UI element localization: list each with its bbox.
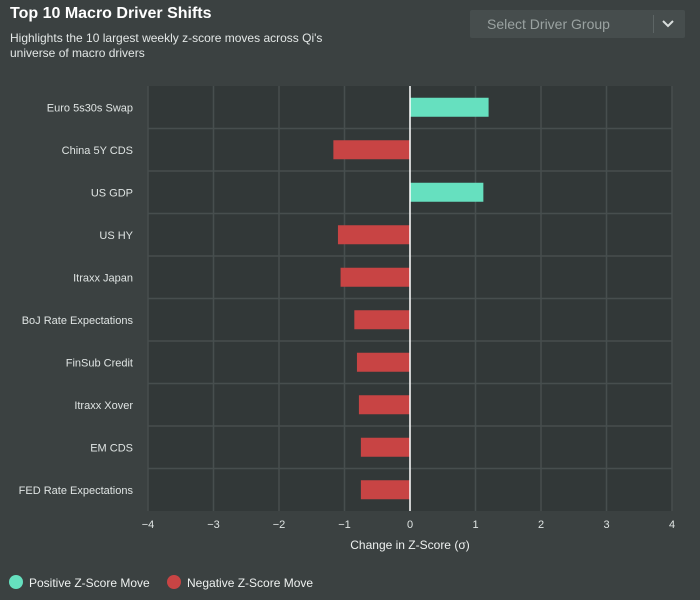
x-tick-label: −2 <box>273 519 286 531</box>
chevron-down-icon[interactable] <box>658 14 678 34</box>
legend-swatch-negative <box>167 575 181 589</box>
bar[interactable] <box>410 97 489 117</box>
bar[interactable] <box>354 310 410 330</box>
legend-label-negative: Negative Z-Score Move <box>187 576 314 590</box>
legend-swatch-positive <box>9 575 23 589</box>
category-label: Itraxx Xover <box>74 400 133 412</box>
bar[interactable] <box>333 140 410 160</box>
x-tick-label: −4 <box>142 519 155 531</box>
bar[interactable] <box>410 182 484 202</box>
category-label: US GDP <box>91 187 133 199</box>
bar[interactable] <box>340 267 410 287</box>
select-divider <box>653 15 654 33</box>
category-label: FinSub Credit <box>66 357 133 369</box>
chart-subtitle: Highlights the 10 largest weekly z-score… <box>10 31 323 60</box>
category-label: Euro 5s30s Swap <box>47 102 133 114</box>
category-label: China 5Y CDS <box>62 145 133 157</box>
legend-label-positive: Positive Z-Score Move <box>29 576 150 590</box>
x-tick-label: −3 <box>207 519 220 531</box>
category-label: BoJ Rate Expectations <box>22 315 134 327</box>
x-tick-label: 3 <box>603 519 609 531</box>
x-tick-label: 1 <box>472 519 478 531</box>
bar[interactable] <box>358 395 410 415</box>
bar-chart: Euro 5s30s Swap China 5Y CDS US GDP US HY It… <box>19 86 675 552</box>
x-tick-label: 2 <box>538 519 544 531</box>
x-tick-label: −1 <box>338 519 351 531</box>
bar[interactable] <box>356 352 410 372</box>
category-label: Itraxx Japan <box>73 272 133 284</box>
bar[interactable] <box>337 225 410 245</box>
chart-title: Top 10 Macro Driver Shifts <box>10 5 212 22</box>
bar[interactable] <box>360 437 410 457</box>
driver-group-select-placeholder: Select Driver Group <box>487 16 610 32</box>
driver-group-select[interactable]: Select Driver Group <box>470 10 685 38</box>
bar[interactable] <box>360 480 410 500</box>
x-tick-label: 0 <box>407 519 413 531</box>
x-tick-label: 4 <box>669 519 675 531</box>
category-label: US HY <box>99 230 133 242</box>
x-axis-label: Change in Z-Score (σ) <box>350 538 469 552</box>
category-label: EM CDS <box>90 442 133 454</box>
category-label: FED Rate Expectations <box>19 485 134 497</box>
